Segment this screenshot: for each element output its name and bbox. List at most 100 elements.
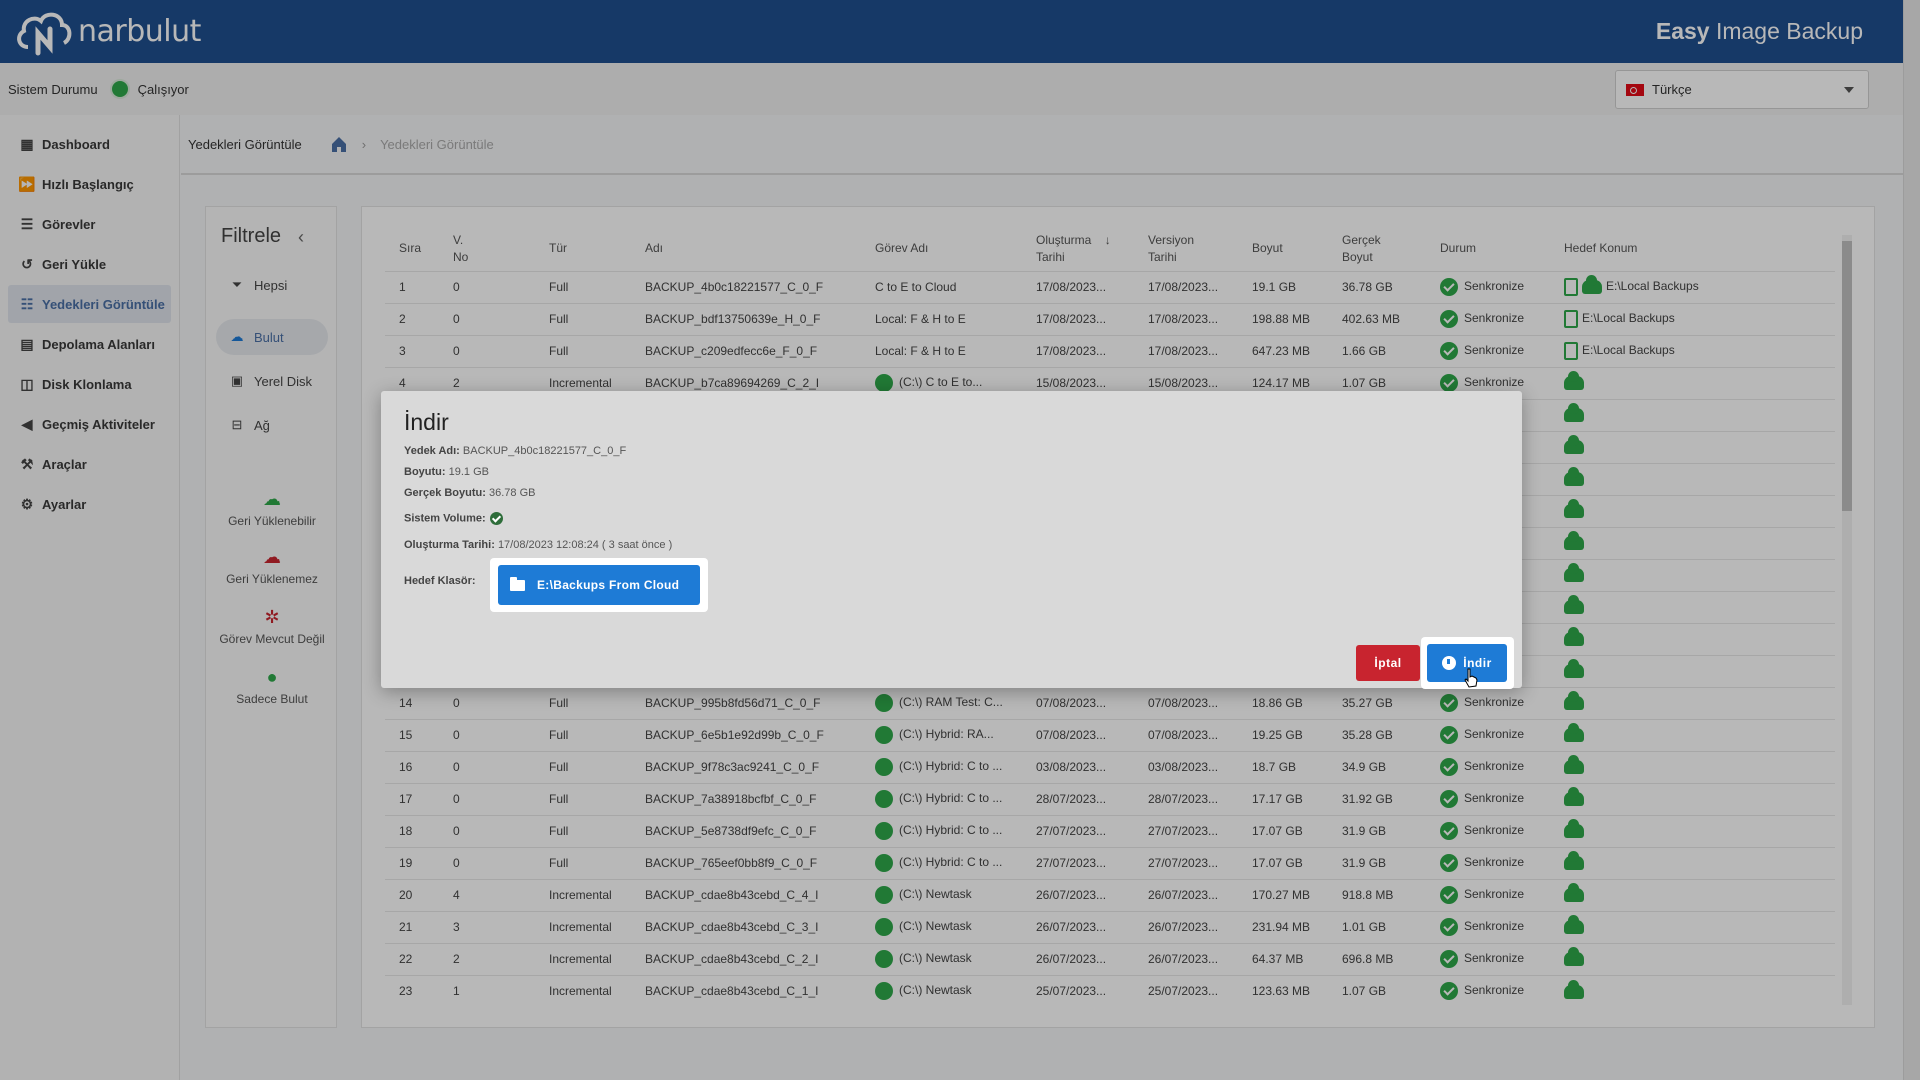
local-disk-icon [1564,310,1578,328]
cell-gorev: (C:\) RAM Test: C... [861,686,1022,719]
turkey-flag-icon [1626,83,1644,96]
table-row[interactable]: 21 3 Incremental BACKUP_cdae8b43cebd_C_3_I(… [385,910,1835,943]
cloud-upload-icon [1564,435,1584,455]
sidebar-item-storage[interactable]: ▤ Depolama Alanları [8,325,171,363]
cell-tur: Full [535,302,631,335]
download-button-highlight: İndir [1421,637,1514,689]
cell-hedef [1550,430,1835,463]
table-row[interactable]: 22 2 Incremental BACKUP_cdae8b43cebd_C_2_I(… [385,942,1835,975]
home-icon[interactable] [330,135,348,153]
settings-icon: ⚙ [20,495,34,512]
table-row[interactable]: 1 0 Full BACKUP_4b0c18221577_C_0_F C to E to… [385,270,1835,303]
cell-vno: 0 [439,686,535,719]
language-select[interactable]: Türkçe [1615,70,1869,109]
filter-title: Filtrele [221,225,282,247]
sidebar-item-view-backups[interactable]: ☷ Yedekleri Görüntüle [8,285,171,323]
cell-hedef: E:\Local Backups [1550,302,1835,335]
table-row[interactable]: 2 0 Full BACKUP_bdf13750639e_H_0_F Local: F … [385,302,1835,335]
sidebar-item-quick-start[interactable]: ⏩ Hızlı Başlangıç [18,175,134,192]
table-row[interactable]: 19 0 Full BACKUP_765eef0bb8f9_C_0_F (C:\) Hy… [385,846,1835,879]
cell-hedef [1550,686,1835,719]
filter-cloud[interactable]: ☁ Bulut [216,319,328,355]
cloud-upload-icon [1564,467,1584,487]
filter-local-disk[interactable]: ▣ Yerel Disk [216,363,328,399]
cloud-task-icon [875,694,893,712]
cloud-upload-icon [1564,627,1584,647]
col-header-hedef[interactable]: Hedef Konum [1564,241,1638,256]
table-row[interactable]: 18 0 Full BACKUP_5e8738df9efc_C_0_F (C:\) Hy… [385,814,1835,847]
cloud-upload-green-icon: ☁ [263,489,281,509]
status-bar: Sistem Durumu Çalışıyor Türkçe [0,63,1903,115]
table-row[interactable]: 16 0 Full BACKUP_9f78c3ac9241_C_0_F (C:\) Hy… [385,750,1835,783]
cell-gercek: 696.8 MB [1328,942,1426,975]
scrollbar-thumb[interactable] [1842,241,1852,511]
table-row[interactable]: 20 4 Incremental BACKUP_cdae8b43cebd_C_4_I(… [385,878,1835,911]
tools-icon: ⚒ [20,455,34,472]
table-scrollbar[interactable] [1842,235,1852,1005]
cell-sira: 3 [385,334,439,367]
cell-hedef [1550,590,1835,623]
brand-logo[interactable]: narbulut [14,7,201,57]
table-row[interactable]: 3 0 Full BACKUP_c209edfecc6e_F_0_F Local: F … [385,334,1835,367]
sidebar-item-restore[interactable]: ↺ Geri Yükle [8,245,171,283]
col-header-boyut[interactable]: Boyut [1252,241,1283,256]
sidebar-item-tasks[interactable]: ☰ Görevler [8,205,171,243]
sidebar-item-tools[interactable]: ⚒ Araçlar [8,445,171,483]
target-folder-button[interactable]: E:\Backups From Cloud [498,565,700,605]
cell-tur: Full [535,718,631,751]
cell-hedef [1550,462,1835,495]
cell-gorev: C to E to Cloud [861,270,1022,303]
filter-network[interactable]: ⊟ Ağ [216,407,328,443]
col-header-olusturma[interactable]: Oluşturma ↓ Tarihi [1036,232,1111,264]
col-header-sira[interactable]: Sıra [399,241,422,256]
fast-forward-icon: ⏩ [18,175,36,192]
download-icon [1442,656,1457,670]
sidebar-item-disk-clone[interactable]: ◫ Disk Klonlama [8,365,171,403]
cell-olusturma: 17/08/2023... [1022,270,1134,303]
cell-vno: 0 [439,782,535,815]
col-header-adi[interactable]: Adı [645,241,664,256]
col-header-tur[interactable]: Tür [549,241,567,256]
download-dialog: İndir Yedek Adı: BACKUP_4b0c18221577_C_0… [381,391,1522,689]
sidebar-item-dashboard[interactable]: ▦ Dashboard [8,125,171,163]
sync-check-icon [1440,758,1458,776]
cell-adi: BACKUP_cdae8b43cebd_C_3_I [631,910,861,943]
col-header-gercek[interactable]: Gerçek Boyut [1342,232,1381,264]
table-row[interactable]: 17 0 Full BACKUP_7a38918bcfbf_C_0_F (C:\) Hy… [385,782,1835,815]
cell-boyut: 647.23 MB [1238,334,1328,367]
cell-sira: 18 [385,814,439,847]
page-title: Yedekleri Görüntüle [188,136,302,152]
cell-boyut: 19.1 GB [1238,270,1328,303]
col-header-gorev[interactable]: Görev Adı [875,241,929,256]
sidebar-item-settings[interactable]: ⚙ Ayarlar [8,485,171,523]
download-button[interactable]: İndir [1427,644,1507,682]
chevron-down-icon [1844,87,1854,93]
cloud-upload-icon [1564,787,1584,807]
cell-boyut: 18.86 GB [1238,686,1328,719]
check-icon [489,512,503,525]
col-header-vno[interactable]: V. No [453,232,469,264]
page-scrollbar[interactable] [1903,0,1920,1080]
cell-tur: Full [535,846,631,879]
cell-boyut: 64.37 MB [1238,942,1328,975]
cell-boyut: 17.07 GB [1238,814,1328,847]
cloud-upload-icon [1564,851,1584,871]
cell-tur: Incremental [535,878,631,911]
table-row[interactable]: 15 0 Full BACKUP_6e5b1e92d99b_C_0_F (C:\) Hy… [385,718,1835,751]
cell-durum: Senkronize [1426,302,1550,335]
sort-arrow-icon: ↓ [1104,232,1111,247]
sidebar-item-history[interactable]: ◀ Geçmiş Aktiviteler [8,405,171,443]
col-header-versiyon[interactable]: Versiyon Tarihi [1148,232,1195,264]
cell-olusturma: 27/07/2023... [1022,846,1134,879]
cloud-only-icon: ● [266,667,278,687]
cell-gercek: 1.07 GB [1328,974,1426,1007]
collapse-chevron-icon[interactable]: ‹ [298,227,304,247]
cell-versiyon: 17/08/2023... [1134,270,1238,303]
cloud-task-icon [875,918,893,936]
col-header-durum[interactable]: Durum [1440,241,1477,256]
filter-all[interactable]: ⏷ Hepsi [216,267,328,303]
cell-boyut: 123.63 MB [1238,974,1328,1007]
cancel-button[interactable]: İptal [1356,645,1420,681]
cell-gercek: 31.92 GB [1328,782,1426,815]
table-row[interactable]: 23 1 Incremental BACKUP_cdae8b43cebd_C_1_I(… [385,974,1835,1007]
